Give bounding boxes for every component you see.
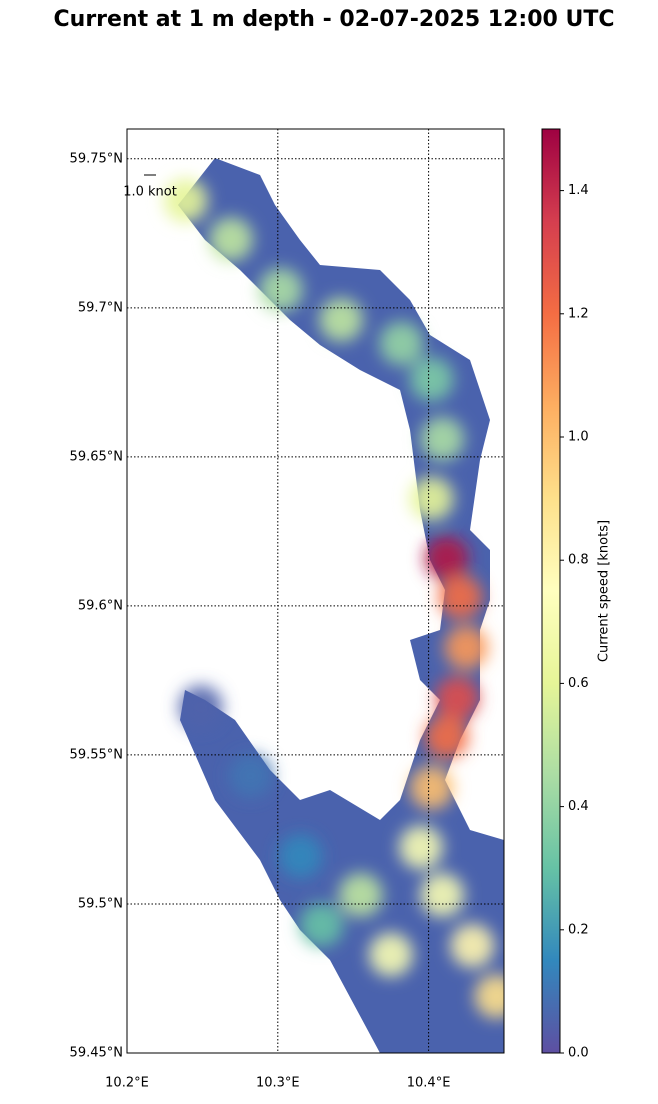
x-tick-label: 10.3°E — [256, 1076, 300, 1091]
speed-cell — [409, 357, 454, 402]
speed-cell — [438, 574, 483, 619]
water — [163, 158, 504, 1053]
speed-cell — [338, 873, 383, 918]
colorbar-label: Current speed [knots] — [597, 520, 612, 662]
speed-cell — [209, 217, 254, 262]
y-tick-label: 59.7°N — [78, 300, 123, 315]
speed-cell — [444, 625, 489, 670]
colorbar-tick-label: 0.0 — [568, 1046, 589, 1061]
y-tick-label: 59.65°N — [70, 449, 123, 464]
colorbar-tick-label: 1.2 — [568, 306, 589, 321]
colorbar-tick-label: 1.4 — [568, 183, 589, 198]
speed-cell — [299, 902, 344, 947]
y-tick-label: 59.6°N — [78, 598, 123, 613]
speed-cell — [178, 685, 223, 730]
speed-cell — [474, 974, 504, 1019]
speed-cell — [278, 834, 323, 879]
speed-field — [163, 178, 504, 1019]
speed-cell — [258, 267, 303, 312]
speed-cell — [435, 676, 480, 721]
colorbar-tick-label: 1.0 — [568, 430, 589, 445]
colorbar — [541, 128, 561, 1054]
colorbar-tick-label: 0.2 — [568, 922, 589, 937]
speed-cell — [379, 321, 424, 366]
speed-cell — [319, 297, 364, 342]
speed-cell — [399, 825, 444, 870]
x-tick-label: 10.2°E — [105, 1076, 149, 1091]
speed-cell — [409, 476, 454, 521]
x-tick-label: 10.4°E — [407, 1076, 451, 1091]
speed-cell — [420, 873, 465, 918]
speed-cell — [163, 178, 208, 223]
speed-cell — [424, 715, 469, 760]
axes-frame — [126, 128, 505, 1054]
y-tick-label: 59.55°N — [70, 747, 123, 762]
speed-cell — [420, 416, 465, 461]
speed-cell — [368, 932, 413, 977]
colorbar-tick-label: 0.8 — [568, 553, 589, 568]
speed-cell — [409, 765, 454, 810]
speed-cell — [424, 536, 469, 581]
quiver-key-label: 1.0 knot — [123, 185, 177, 200]
colorbar-tick-label: 0.4 — [568, 799, 589, 814]
colorbar-tick-label: 0.6 — [568, 676, 589, 691]
chart-title: Current at 1 m depth - 02-07-2025 12:00 … — [54, 7, 615, 32]
y-tick-label: 59.45°N — [70, 1046, 123, 1061]
speed-cell — [450, 923, 495, 968]
y-tick-label: 59.5°N — [78, 896, 123, 911]
y-tick-label: 59.75°N — [70, 151, 123, 166]
speed-cell — [228, 753, 273, 798]
